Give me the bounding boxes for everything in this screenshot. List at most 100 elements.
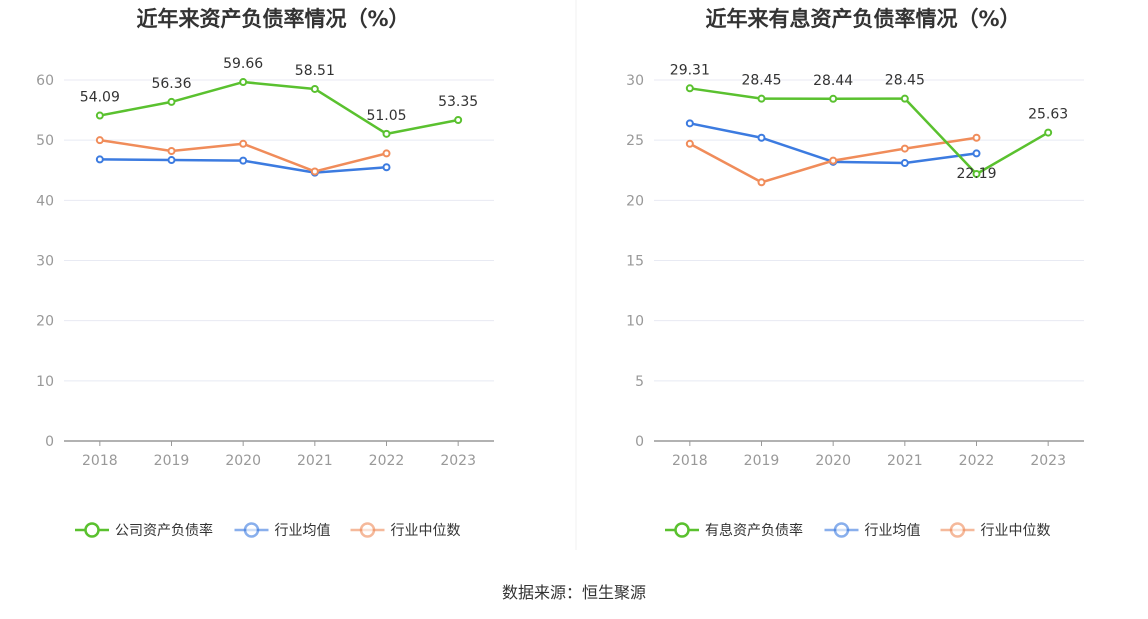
source-note: 数据来源：恒生聚源 <box>502 583 646 602</box>
series-1: 29.31 28.45 28.44 28.45 22.19 25.63 <box>670 62 1068 182</box>
data-point <box>900 144 909 153</box>
legend-label: 行业均值 <box>865 523 921 539</box>
data-point <box>239 139 248 148</box>
data-point <box>685 119 694 128</box>
x-tick-label: 2019 <box>744 453 780 469</box>
legend-item-3: 行业中位数 <box>940 522 1051 539</box>
data-label: 28.45 <box>741 73 781 89</box>
data-point <box>757 133 766 142</box>
x-tick-label: 2022 <box>959 453 995 469</box>
legend-item-1: 公司资产负债率 <box>75 522 213 539</box>
y-tick-label: 5 <box>635 374 644 390</box>
series-1: 54.09 56.36 59.66 58.51 51.05 53.35 <box>80 56 478 138</box>
data-label: 56.36 <box>151 76 191 92</box>
data-point <box>900 94 909 103</box>
legend-label: 有息资产负债率 <box>705 522 803 539</box>
data-point <box>310 84 319 93</box>
legend-item-3: 行业中位数 <box>350 522 461 539</box>
legend-item-1: 有息资产负债率 <box>665 522 803 539</box>
x-tick-label: 2022 <box>369 453 405 469</box>
x-tick-label: 2023 <box>440 453 476 469</box>
legend-marker <box>674 522 690 538</box>
y-tick-label: 25 <box>626 133 644 149</box>
chart-title: 近年来有息资产负债率情况（%） <box>705 7 1020 31</box>
data-point <box>95 155 104 164</box>
x-tick-label: 2019 <box>154 453 190 469</box>
data-label: 51.05 <box>366 108 406 124</box>
data-point <box>382 129 391 138</box>
series-2 <box>95 155 391 177</box>
legend-marker <box>949 522 966 538</box>
legend-marker <box>359 522 376 538</box>
legend-label: 行业中位数 <box>981 523 1051 539</box>
y-tick-label: 10 <box>36 374 54 390</box>
legend-label: 行业均值 <box>275 523 331 539</box>
data-point <box>900 159 909 168</box>
data-label: 25.63 <box>1028 107 1068 123</box>
data-label: 28.44 <box>813 73 853 89</box>
y-tick-label: 30 <box>626 73 644 89</box>
data-point <box>239 156 248 165</box>
series-3 <box>685 133 981 187</box>
data-label: 54.09 <box>80 90 120 106</box>
legend-item-2: 行业均值 <box>234 522 331 539</box>
data-point <box>829 94 838 103</box>
x-tick-label: 2021 <box>297 453 333 469</box>
y-tick-label: 15 <box>626 254 644 270</box>
x-tick-label: 2018 <box>82 453 118 469</box>
x-tick-label: 2023 <box>1030 453 1066 469</box>
data-point <box>685 139 694 148</box>
series-3 <box>95 136 391 176</box>
data-point <box>95 136 104 145</box>
y-tick-label: 10 <box>626 314 644 330</box>
data-point <box>829 156 838 165</box>
data-point <box>454 116 463 125</box>
legend-label: 行业中位数 <box>391 523 461 539</box>
series-line <box>99 80 459 136</box>
data-point <box>757 94 766 103</box>
data-point <box>382 163 391 172</box>
y-tick-label: 40 <box>36 193 54 209</box>
legend-marker <box>833 522 850 538</box>
data-point <box>167 156 176 165</box>
chart-title: 近年来资产负债率情况（%） <box>136 7 409 31</box>
y-tick-label: 20 <box>626 193 644 209</box>
series-line <box>689 87 1049 176</box>
x-tick-label: 2020 <box>225 453 261 469</box>
data-point <box>1044 128 1053 137</box>
legend-label: 公司资产负债率 <box>115 522 213 539</box>
data-label: 53.35 <box>438 94 478 110</box>
legend-marker <box>84 522 100 538</box>
data-point <box>972 169 981 178</box>
data-point <box>972 133 981 142</box>
y-tick-label: 30 <box>36 254 54 270</box>
x-tick-label: 2018 <box>672 453 708 469</box>
data-point <box>757 178 766 187</box>
y-tick-label: 0 <box>45 434 54 450</box>
data-label: 58.51 <box>295 63 335 79</box>
y-tick-label: 60 <box>36 73 54 89</box>
data-point <box>972 149 981 158</box>
data-point <box>310 167 319 176</box>
x-tick-label: 2020 <box>815 453 851 469</box>
data-point <box>239 78 248 87</box>
data-point <box>167 146 176 155</box>
data-point <box>382 149 391 158</box>
data-label: 22.19 <box>956 166 996 182</box>
y-tick-label: 20 <box>36 314 54 330</box>
legend-marker <box>243 522 260 538</box>
chart-panel-2: 近年来有息资产负债率情况（%） 0 5 10 15 20 25 30 2018 2019 2020 2… <box>626 7 1084 539</box>
data-point <box>95 111 104 120</box>
x-tick-label: 2021 <box>887 453 923 469</box>
data-label: 59.66 <box>223 56 263 72</box>
y-tick-label: 50 <box>36 133 54 149</box>
data-label: 29.31 <box>670 62 710 78</box>
y-tick-label: 0 <box>635 434 644 450</box>
data-point <box>685 84 694 93</box>
data-label: 28.45 <box>885 73 925 89</box>
data-point <box>167 97 176 106</box>
chart-panel-1: 近年来资产负债率情况（%） 0 10 20 30 40 50 60 2018 2019 2020 20… <box>36 7 494 539</box>
legend-item-2: 行业均值 <box>824 522 921 539</box>
